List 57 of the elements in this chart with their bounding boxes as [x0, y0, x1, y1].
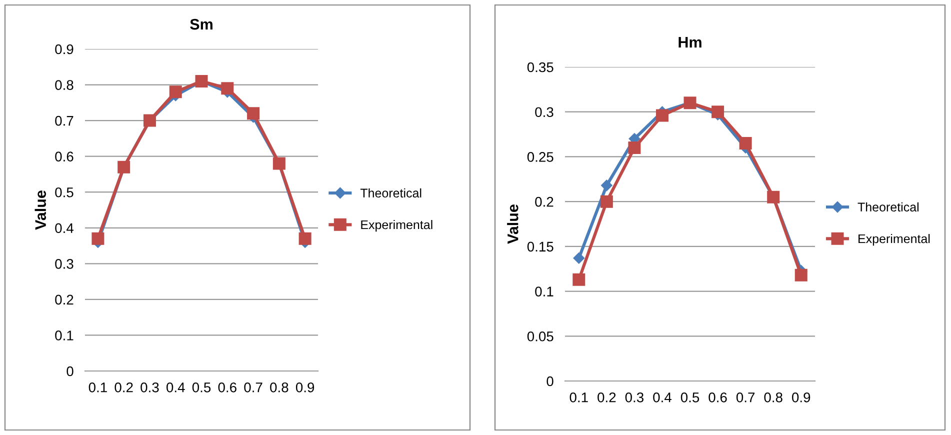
legend-label: Experimental [858, 234, 930, 246]
y-tick-label: 0.7 [55, 116, 74, 126]
y-tick-label: 0.1 [535, 286, 554, 296]
x-tick-label: 0.3 [625, 392, 644, 402]
legend-label: Theoretical [858, 202, 918, 212]
x-tick-label: 0.2 [598, 392, 616, 402]
y-tick-label: 0.9 [55, 44, 74, 54]
x-tick-label: 0.5 [192, 382, 211, 392]
x-tick-label: 0.7 [244, 382, 262, 392]
point [600, 195, 613, 208]
y-tick-label: 0.6 [55, 152, 74, 162]
point [298, 232, 312, 245]
y-tick-label: 0.8 [55, 80, 74, 90]
point [656, 109, 668, 122]
x-tick-label: 0.3 [140, 382, 159, 392]
x-tick-label: 0.8 [764, 392, 782, 402]
point [169, 86, 182, 98]
point [712, 106, 724, 118]
y-tick-label: 0.4 [55, 223, 74, 234]
y-tick-label: 0 [66, 366, 74, 376]
y-tick-label: 0.1 [55, 330, 74, 340]
y-axis-title: Value [507, 204, 518, 244]
point [601, 180, 612, 192]
x-tick-label: 0.6 [708, 392, 727, 402]
x-tick-label: 0.5 [680, 392, 700, 402]
x-tick-label: 0.1 [570, 392, 588, 402]
x-tick-label: 0.2 [114, 382, 133, 392]
point [247, 107, 260, 120]
x-tick-label: 0.1 [88, 382, 107, 392]
point [572, 273, 586, 286]
point [739, 137, 752, 150]
legend-label: Experimental [361, 220, 432, 232]
x-tick-label: 0.6 [218, 382, 236, 392]
point [92, 232, 104, 245]
x-tick-label: 0.9 [296, 382, 314, 392]
y-tick-label: 0 [546, 376, 554, 386]
x-tick-label: 0.8 [270, 382, 288, 392]
y-tick-label: 0.2 [55, 294, 74, 305]
y-tick-label: 0.3 [55, 259, 74, 269]
y-axis-title: Value [34, 190, 46, 230]
y-tick-label: 0.05 [527, 331, 554, 342]
x-tick-label: 0.9 [792, 392, 810, 402]
chart-title: Hm [678, 37, 702, 48]
point [794, 268, 808, 282]
x-tick-label: 0.4 [653, 392, 672, 402]
point [573, 252, 584, 264]
y-tick-label: 0.5 [55, 187, 74, 198]
y-tick-label: 0.2 [535, 196, 554, 207]
point [628, 141, 641, 154]
y-tick-label: 0.25 [527, 152, 554, 162]
y-tick-label: 0.3 [535, 107, 554, 118]
x-tick-label: 0.7 [736, 392, 755, 402]
x-tick-label: 0.4 [166, 382, 185, 392]
chart-title: Sm [190, 18, 212, 30]
y-tick-label: 0.15 [527, 242, 554, 252]
legend-label: Theoretical [360, 188, 422, 198]
y-tick-label: 0.35 [527, 62, 554, 72]
